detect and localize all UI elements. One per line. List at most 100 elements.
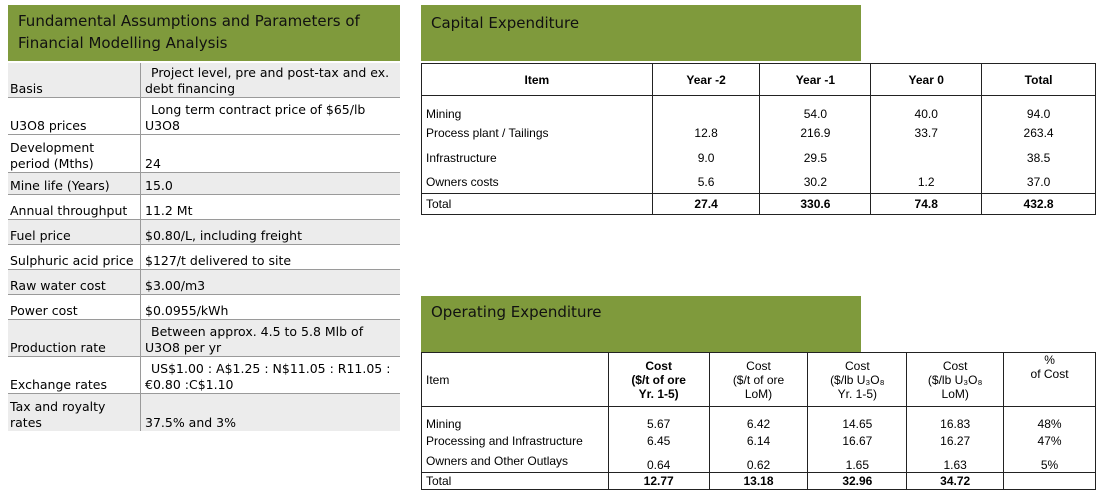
opex-header-cost-lb-yr: Cost ($/lb U₃O₈ Yr. 1-5) xyxy=(807,352,908,407)
opex-header-line: Cost xyxy=(645,358,672,373)
assumption-value: Project level, pre and post-tax and ex. … xyxy=(140,63,400,97)
assumption-row-mine-life: Mine life (Years) 15.0 xyxy=(8,173,400,195)
opex-total-cell: 32.96 xyxy=(807,472,908,490)
capex-cell: 1.2 xyxy=(870,170,983,194)
capex-title: Capital Expenditure xyxy=(431,14,580,32)
assumption-value-line1: Between approx. 4.5 to 5.8 Mlb of xyxy=(151,324,364,339)
opex-cell: 14.65 xyxy=(807,406,908,431)
assumption-value-line2: U3O8 xyxy=(145,118,180,133)
opex-cell: 1.63 xyxy=(906,450,1005,473)
assumption-row-development-period: Development period (Mths) 24 xyxy=(8,135,400,173)
capex-cell xyxy=(870,145,983,171)
opex-header-line: ($/lb U₃O₈ xyxy=(927,372,983,387)
fundamental-title-line2: Financial Modelling Analysis xyxy=(18,34,228,52)
assumption-value-line2: debt financing xyxy=(145,81,236,96)
assumption-key-line1: Tax and royalty xyxy=(10,399,106,414)
opex-cell: 0.62 xyxy=(708,450,809,473)
capex-item: Owners costs xyxy=(421,170,653,194)
opex-header-line: Cost xyxy=(845,358,870,373)
table-row: Process plant / Tailings 12.8 216.9 33.7… xyxy=(421,120,1096,146)
opex-cell: 16.67 xyxy=(807,430,908,451)
opex-cell: 16.27 xyxy=(906,430,1005,451)
fundamental-title-banner: Fundamental Assumptions and Parameters o… xyxy=(8,5,400,61)
capex-total-cell: 27.4 xyxy=(651,193,761,215)
opex-header-cost-ore-lom: Cost ($/t of ore LoM) xyxy=(708,352,809,407)
capex-cell: 9.0 xyxy=(651,145,761,171)
assumption-row-sulphuric-acid-price: Sulphuric acid price $127/t delivered to… xyxy=(8,245,400,270)
assumption-value-line1: US$1.00 : A$1.25 : N$11.05 : R11.05 : xyxy=(151,361,391,376)
opex-title: Operating Expenditure xyxy=(431,303,602,321)
fundamental-title-line1: Fundamental Assumptions and Parameters o… xyxy=(18,12,360,30)
capex-cell: 12.8 xyxy=(651,120,761,146)
capex-cell: 54.0 xyxy=(759,95,872,121)
assumption-value-line1: Long term contract price of $65/lb xyxy=(151,102,366,117)
opex-item: Processing and Infrastructure xyxy=(421,430,609,451)
assumption-key: Basis xyxy=(10,81,43,96)
opex-cell: 47% xyxy=(1003,430,1096,451)
capex-cell: 263.4 xyxy=(981,120,1096,146)
opex-total-cell xyxy=(1003,472,1096,490)
assumption-row-raw-water-cost: Raw water cost $3.00/m3 xyxy=(8,270,400,295)
assumption-value: $0.80/L, including freight xyxy=(140,220,400,244)
opex-header-percent: % of Cost xyxy=(1003,352,1096,407)
assumption-value: Between approx. 4.5 to 5.8 Mlb of U3O8 p… xyxy=(140,320,400,356)
capex-header-year-1: Year -1 xyxy=(759,63,872,96)
table-row: Infrastructure 9.0 29.5 38.5 xyxy=(421,145,1096,171)
assumption-key: Power cost xyxy=(10,303,78,318)
opex-header-line: ($/lb U₃O₈ xyxy=(830,372,885,387)
table-row: Owners and Other Outlays 0.64 0.62 1.65 … xyxy=(421,450,1096,473)
opex-cell: 6.42 xyxy=(708,406,809,431)
assumption-value-line2: €0.80 :C$1.10 xyxy=(145,377,234,392)
assumption-key: Fuel price xyxy=(10,228,71,243)
capex-total-cell: 432.8 xyxy=(981,193,1096,215)
capex-header-year-2: Year -2 xyxy=(651,63,761,96)
assumption-row-power-cost: Power cost $0.0955/kWh xyxy=(8,295,400,320)
opex-cell: 16.83 xyxy=(906,406,1005,431)
assumptions-table: Basis Project level, pre and post-tax an… xyxy=(8,63,400,431)
capex-cell: 30.2 xyxy=(759,170,872,194)
capex-cell: 40.0 xyxy=(870,95,983,121)
assumption-key: Development period (Mths) xyxy=(8,135,140,172)
assumption-key: Tax and royalty rates xyxy=(8,394,140,431)
opex-header-line: Yr. 1-5) xyxy=(638,386,679,401)
capex-item: Mining xyxy=(421,95,653,121)
opex-header-line: Yr. 1-5) xyxy=(837,386,878,401)
opex-cell: 0.64 xyxy=(607,450,710,473)
capex-total-label: Total xyxy=(421,193,653,215)
capex-cell: 33.7 xyxy=(870,120,983,146)
opex-cell: 6.45 xyxy=(607,430,710,451)
opex-cell: 48% xyxy=(1003,406,1096,431)
assumption-key: Annual throughput xyxy=(10,203,128,218)
assumption-row-exchange-rates: Exchange rates US$1.00 : A$1.25 : N$11.0… xyxy=(8,357,400,394)
capex-cell: 94.0 xyxy=(981,95,1096,121)
capex-header-item: Item xyxy=(421,63,653,96)
assumption-value: 37.5% and 3% xyxy=(140,394,400,431)
assumption-row-production-rate: Production rate Between approx. 4.5 to 5… xyxy=(8,320,400,357)
capex-cell: 37.0 xyxy=(981,170,1096,194)
assumption-row-annual-throughput: Annual throughput 11.2 Mt xyxy=(8,195,400,220)
capex-total-row: Total 27.4 330.6 74.8 432.8 xyxy=(421,193,1096,215)
assumption-value: 11.2 Mt xyxy=(140,195,400,219)
assumption-value: US$1.00 : A$1.25 : N$11.05 : R11.05 : €0… xyxy=(140,357,400,393)
assumption-row-basis: Basis Project level, pre and post-tax an… xyxy=(8,63,400,98)
assumption-row-u3o8-prices: U3O8 prices Long term contract price of … xyxy=(8,98,400,135)
opex-total-label: Total xyxy=(421,472,609,490)
assumption-key: Sulphuric acid price xyxy=(10,253,134,268)
assumption-key: Raw water cost xyxy=(10,278,106,293)
capex-total-cell: 74.8 xyxy=(870,193,983,215)
assumption-key-line1: Development xyxy=(10,140,95,155)
capex-header-row: Item Year -2 Year -1 Year 0 Total xyxy=(421,63,1096,96)
opex-cell: 5.67 xyxy=(607,406,710,431)
capex-header-total: Total xyxy=(981,63,1096,96)
table-row: Processing and Infrastructure 6.45 6.14 … xyxy=(421,430,1096,451)
opex-header-item: Item xyxy=(421,352,609,407)
opex-total-cell: 34.72 xyxy=(906,472,1005,490)
capex-title-banner: Capital Expenditure xyxy=(421,5,861,61)
assumption-value-line2: U3O8 per yr xyxy=(145,340,222,355)
table-row: Mining 5.67 6.42 14.65 16.83 48% xyxy=(421,406,1096,431)
capex-cell: 29.5 xyxy=(759,145,872,171)
assumption-value: Long term contract price of $65/lb U3O8 xyxy=(140,98,400,134)
table-row: Mining 54.0 40.0 94.0 xyxy=(421,95,1096,121)
opex-header-line: ($/t of ore xyxy=(631,372,686,387)
capex-item: Process plant / Tailings xyxy=(421,120,653,146)
